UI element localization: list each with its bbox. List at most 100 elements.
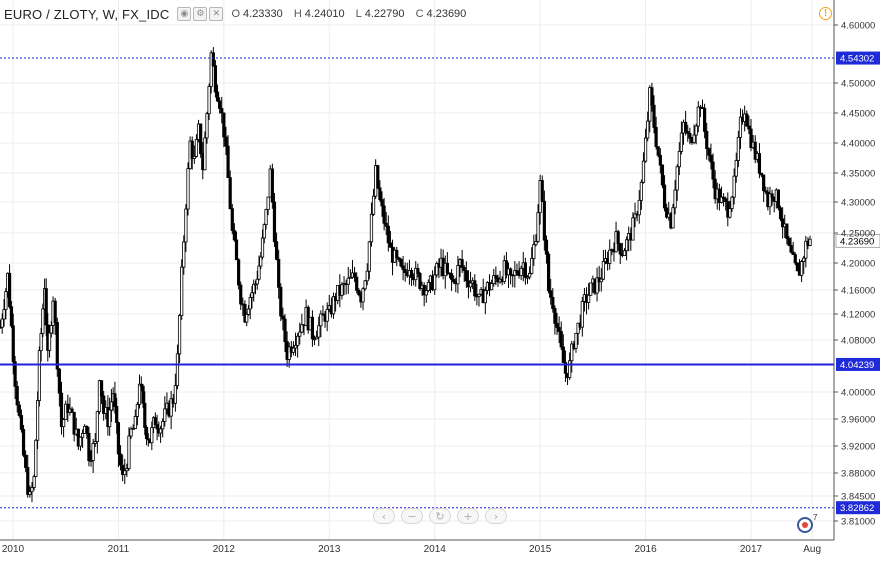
candle-body xyxy=(203,137,207,171)
chevron-left-icon[interactable]: ‹ xyxy=(373,508,395,524)
candle-body xyxy=(123,470,127,476)
candle-body xyxy=(734,160,738,177)
candle-body xyxy=(747,125,751,130)
high-value: 4.24010 xyxy=(304,8,345,20)
candle-body xyxy=(728,208,732,218)
minus-icon[interactable]: − xyxy=(401,508,423,524)
candle-body xyxy=(673,189,677,209)
reset-icon[interactable]: ↻ xyxy=(429,508,451,524)
candle-body xyxy=(665,207,669,218)
candle-body xyxy=(44,288,48,326)
candle-body xyxy=(483,290,487,304)
candle-body xyxy=(177,315,182,355)
candle-body xyxy=(580,300,584,328)
candle-body xyxy=(804,240,808,259)
candle-body xyxy=(207,86,211,115)
candle-body xyxy=(532,244,536,259)
candle-body xyxy=(348,276,352,279)
candle-body xyxy=(519,267,523,276)
candle-body xyxy=(675,166,679,191)
candle-body xyxy=(209,52,213,87)
ohlc-readout: O 4.23330 H 4.24010 L 4.22790 C 4.23690 xyxy=(231,8,474,20)
candle-body xyxy=(525,276,530,279)
candle-body xyxy=(331,296,336,315)
candle-body xyxy=(711,161,715,180)
symbol-title[interactable]: EURO / ZLOTY, W, FX_IDC xyxy=(4,6,170,22)
candle-body xyxy=(492,275,496,284)
candle-body xyxy=(361,288,365,303)
candle-body xyxy=(109,401,113,411)
candle-body xyxy=(182,241,186,268)
candle-body xyxy=(232,230,236,241)
candle-body xyxy=(637,199,641,216)
candle-body xyxy=(135,403,140,417)
chevron-right-icon[interactable]: › xyxy=(485,508,507,524)
candle-body xyxy=(184,208,188,243)
candle-body xyxy=(736,136,740,161)
candle-body xyxy=(424,290,428,296)
candle-body xyxy=(563,362,568,374)
candle-body xyxy=(414,267,418,281)
candle-body xyxy=(540,180,544,202)
candle-body xyxy=(570,343,574,362)
candle-body xyxy=(26,467,30,495)
candle-body xyxy=(504,260,509,276)
candle-body xyxy=(800,261,804,276)
horizontal-levels: 4.54302 4.04239 3.82862 4.23690 xyxy=(0,51,880,515)
candle-body xyxy=(460,259,464,268)
candle-body xyxy=(757,153,762,174)
close-icon[interactable]: ✕ xyxy=(209,7,224,21)
level-price-tag xyxy=(836,501,880,515)
candle-body xyxy=(401,265,405,270)
candle-body xyxy=(85,425,89,434)
candle-body xyxy=(155,424,159,430)
candle-body xyxy=(561,346,565,363)
eye-icon[interactable]: ◉ xyxy=(177,7,192,21)
candle-body xyxy=(641,160,646,183)
candle-body xyxy=(218,100,222,109)
candle-body xyxy=(228,177,232,210)
candle-body xyxy=(684,121,688,132)
candle-body xyxy=(696,106,700,127)
close-label: C xyxy=(415,8,424,20)
level-price-label: 4.04239 xyxy=(840,360,874,371)
candle-body xyxy=(477,293,481,297)
candle-body xyxy=(587,294,591,303)
chart-nav-controls: ‹ − ↻ + › xyxy=(373,508,507,524)
candle-body xyxy=(462,266,466,272)
candle-body xyxy=(37,350,41,401)
candle-body xyxy=(749,128,753,148)
x-tick-label: 2012 xyxy=(213,544,236,555)
candle-body xyxy=(253,283,258,286)
candle-body xyxy=(19,415,24,430)
candle-body xyxy=(15,385,19,406)
candle-body xyxy=(618,243,622,255)
candle-body xyxy=(283,318,287,343)
settings-logo-icon[interactable] xyxy=(797,517,813,533)
candle-body xyxy=(274,241,279,260)
candle-body xyxy=(87,432,91,462)
y-tick-label: 4.35000 xyxy=(841,169,875,180)
candle-body xyxy=(753,141,757,160)
candle-body xyxy=(319,313,323,327)
candle-body xyxy=(409,270,414,278)
candle-body xyxy=(72,411,76,435)
y-tick-label: 4.30000 xyxy=(841,198,875,209)
candle-body xyxy=(36,400,40,441)
candle-body xyxy=(791,251,795,255)
candle-body xyxy=(226,145,230,178)
plus-icon[interactable]: + xyxy=(457,508,479,524)
alert-icon[interactable]: ! xyxy=(819,7,832,20)
gear-icon[interactable]: ⚙ xyxy=(193,7,208,21)
candle-body xyxy=(576,322,580,334)
y-tick-label: 3.81000 xyxy=(841,517,875,528)
candle-body xyxy=(300,324,304,333)
candle-body xyxy=(129,428,133,437)
candle-body xyxy=(679,132,684,152)
candle-body xyxy=(624,239,629,252)
y-tick-label: 4.45000 xyxy=(841,109,875,120)
candle-body xyxy=(272,201,277,243)
candle-body xyxy=(281,315,285,320)
